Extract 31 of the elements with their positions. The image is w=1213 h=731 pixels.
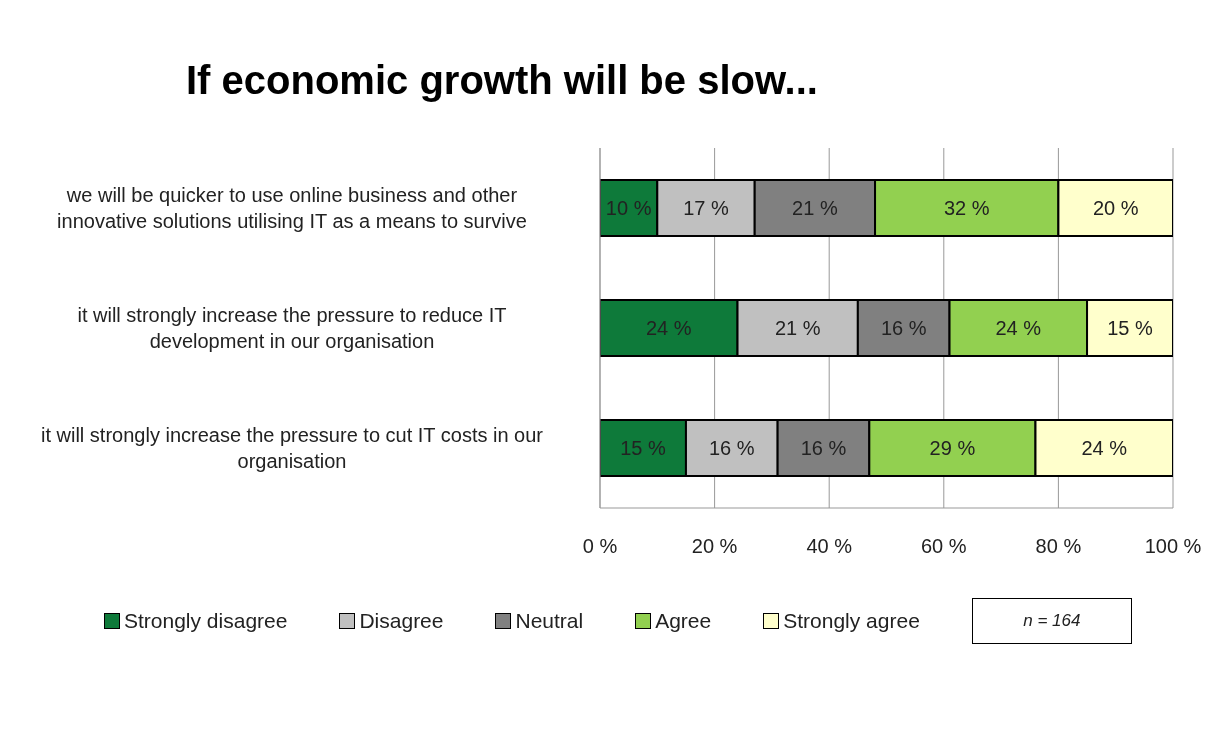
legend-label: Disagree [359, 609, 444, 633]
legend-label: Strongly agree [783, 609, 920, 633]
data-label: 24 % [995, 317, 1042, 339]
x-tick-label: 80 % [1035, 535, 1082, 558]
data-label: 15 % [1107, 317, 1154, 339]
x-tick-label: 20 % [691, 535, 738, 558]
data-label: 32 % [943, 197, 990, 219]
data-label: 24 % [645, 317, 692, 339]
legend-label: Neutral [515, 609, 584, 633]
legend-label: Strongly disagree [124, 609, 288, 633]
data-label: 24 % [1081, 437, 1128, 459]
data-label: 29 % [929, 437, 976, 459]
y-tick-label: it will strongly increase the pressure to reduce IT development in our organisation [77, 304, 507, 352]
data-label: 16 % [800, 437, 847, 459]
data-label: 20 % [1092, 197, 1139, 219]
data-label: 16 % [708, 437, 755, 459]
data-label: 15 % [620, 437, 666, 459]
x-tick-label: 60 % [921, 535, 967, 558]
y-tick-label: it will strongly increase the pressure to cut IT costs in our organisation [40, 424, 544, 472]
data-label: 21 % [792, 197, 838, 219]
x-tick-label: 0 % [582, 535, 618, 558]
x-tick-label: 100 % [1144, 535, 1202, 558]
data-label: 21 % [774, 317, 821, 339]
data-label: 16 % [880, 317, 927, 339]
x-tick-label: 40 % [806, 535, 853, 558]
data-label: 10 % [605, 197, 652, 219]
chart-title: If economic growth will be slow... [185, 57, 819, 104]
y-tick-label: we will be quicker to use online business and other innovative solutions utilising IT as a means to survive [57, 184, 527, 232]
text: n = 164 [971, 598, 1132, 644]
data-label: 17 % [683, 197, 730, 219]
legend-label: Agree [655, 609, 712, 633]
